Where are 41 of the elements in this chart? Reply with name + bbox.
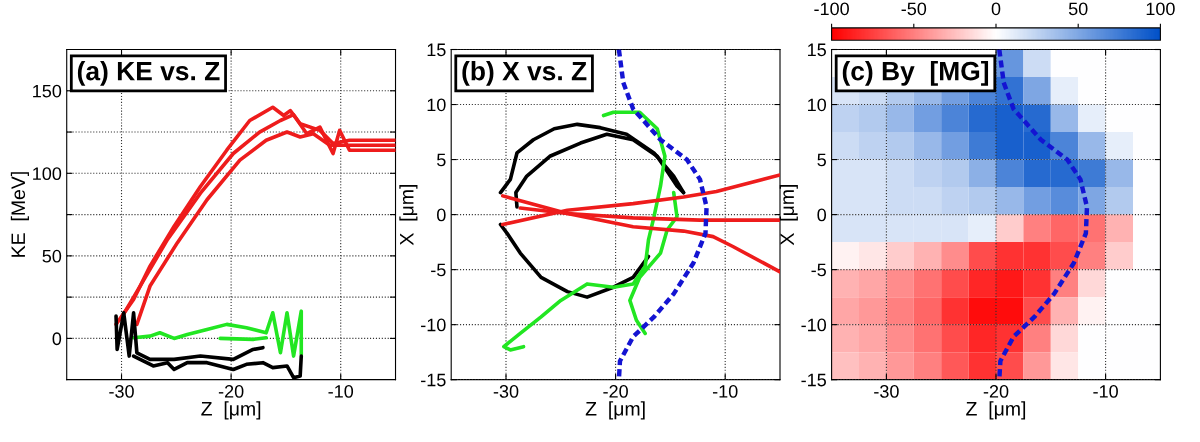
chart-title: (b) X vs. Z bbox=[462, 61, 587, 86]
y-tick-label: 10 bbox=[808, 98, 827, 112]
x-axis-title: Z [μm] bbox=[966, 401, 1026, 420]
color-bar-label: 100 bbox=[1146, 2, 1175, 16]
x-tick-label: -10 bbox=[1093, 385, 1118, 398]
y-axis-title: X [μm] bbox=[779, 184, 798, 246]
color-bar-label: -100 bbox=[814, 2, 849, 16]
chart-title: (c) By [MG] bbox=[842, 61, 989, 86]
y-tick-label: 5 bbox=[817, 153, 826, 167]
y-tick-label: 15 bbox=[427, 43, 446, 57]
y-tick-label: -10 bbox=[801, 318, 827, 332]
x-tick-label: -20 bbox=[983, 385, 1009, 398]
chart-title: (a) KE vs. Z bbox=[77, 61, 220, 86]
y-tick-label: -5 bbox=[431, 263, 446, 277]
y-tick-label: -15 bbox=[421, 373, 446, 387]
y-tick-label: 10 bbox=[427, 98, 446, 112]
color-bar-label: 0 bbox=[991, 2, 1001, 16]
x-axis-title: Z [μm] bbox=[585, 401, 645, 420]
y-tick-label: 5 bbox=[437, 153, 446, 167]
x-tick-label: -30 bbox=[874, 385, 899, 398]
x-tick-label: -30 bbox=[493, 385, 519, 398]
y-tick-label: 0 bbox=[817, 208, 827, 222]
color-bar-label: 50 bbox=[1068, 2, 1088, 16]
y-tick-label: 0 bbox=[437, 208, 446, 222]
y-tick-label: 100 bbox=[33, 167, 62, 181]
y-tick-label: -10 bbox=[421, 318, 446, 332]
x-tick-label: -30 bbox=[109, 385, 134, 398]
y-tick-label: 0 bbox=[52, 332, 62, 346]
x-tick-label: -20 bbox=[218, 385, 244, 398]
x-axis-title: Z [μm] bbox=[201, 401, 261, 420]
y-tick-label: -5 bbox=[811, 263, 826, 277]
y-axis-title: X [μm] bbox=[399, 184, 418, 246]
color-bar-label: -50 bbox=[901, 2, 927, 16]
y-axis-title: KE [MeV] bbox=[10, 172, 29, 257]
x-tick-label: -20 bbox=[603, 385, 628, 398]
y-tick-label: 15 bbox=[808, 43, 826, 57]
y-tick-label: -15 bbox=[801, 373, 826, 387]
x-tick-label: -10 bbox=[328, 385, 354, 398]
x-tick-label: -10 bbox=[712, 385, 738, 398]
y-tick-label: 150 bbox=[33, 84, 62, 98]
y-tick-label: 50 bbox=[42, 249, 62, 263]
